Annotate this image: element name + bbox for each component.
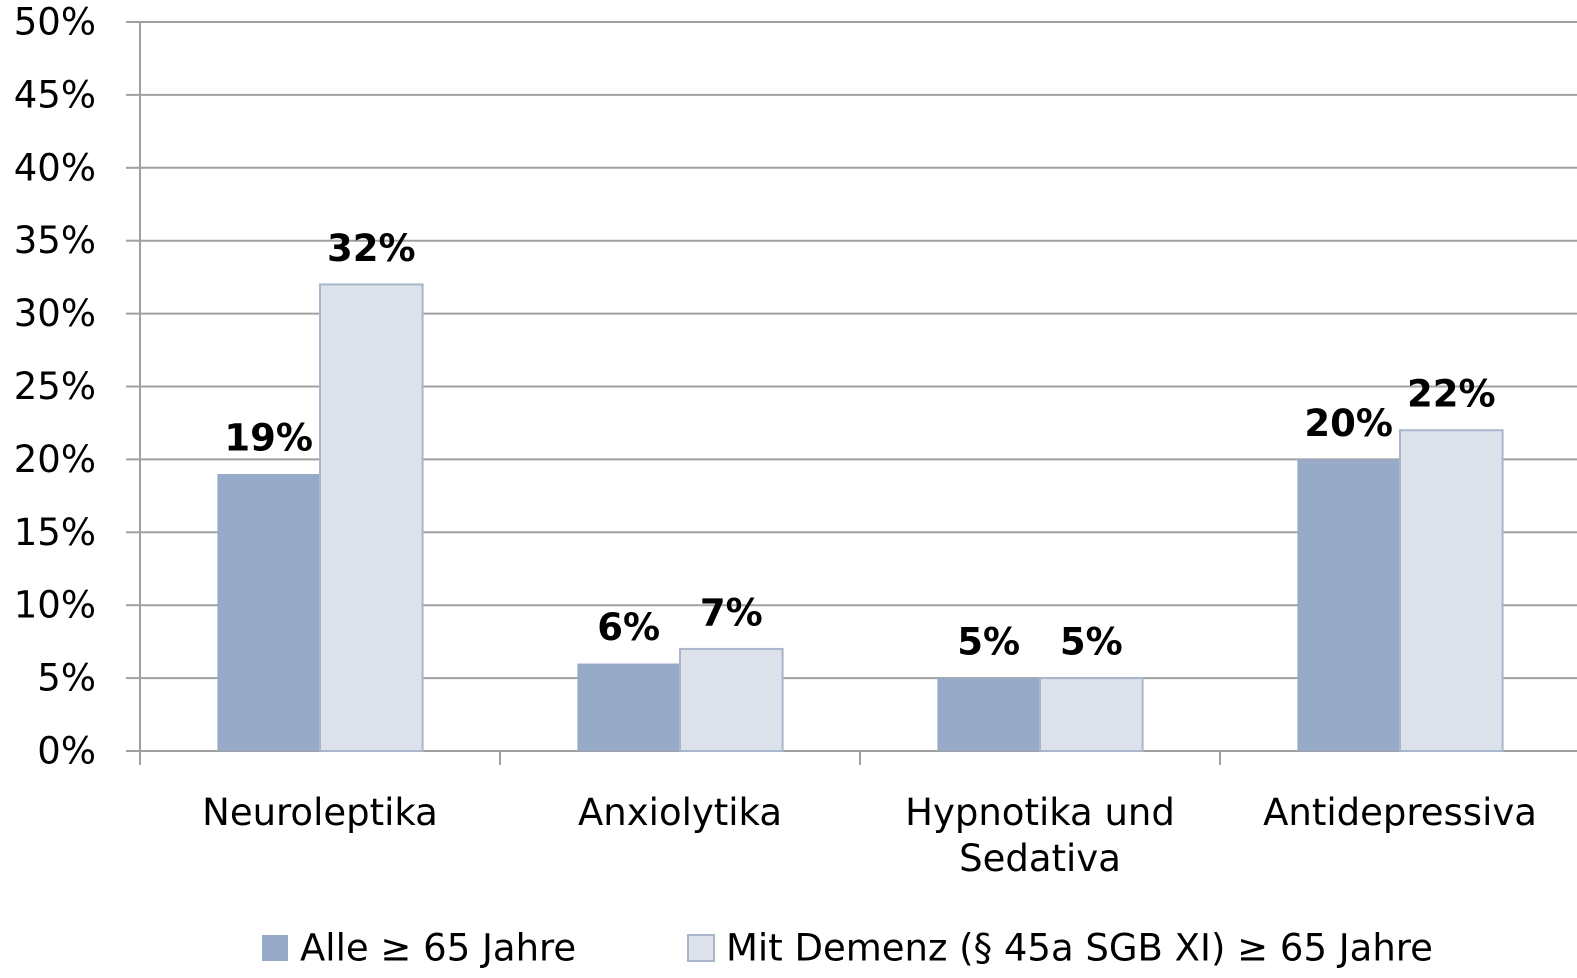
data-label: 19% bbox=[224, 416, 313, 459]
x-tick-label: Antidepressiva bbox=[1263, 791, 1537, 834]
y-tick-label: 5% bbox=[37, 657, 96, 700]
data-label: 6% bbox=[597, 606, 660, 649]
data-label: 32% bbox=[327, 227, 416, 270]
y-tick-label: 10% bbox=[14, 584, 96, 627]
y-tick-label: 50% bbox=[14, 1, 96, 44]
y-tick-label: 45% bbox=[14, 73, 96, 116]
data-label: 22% bbox=[1407, 373, 1496, 416]
bar bbox=[679, 647, 784, 752]
legend-label: Alle ≥ 65 Jahre bbox=[300, 927, 576, 970]
data-label: 20% bbox=[1304, 402, 1393, 445]
data-label: 5% bbox=[1060, 621, 1123, 664]
legend-swatch bbox=[262, 935, 288, 961]
bar bbox=[217, 473, 320, 751]
bar bbox=[319, 283, 424, 752]
x-tick-label: Neuroleptika bbox=[202, 791, 438, 834]
bar bbox=[937, 678, 1040, 751]
y-tick-label: 30% bbox=[14, 292, 96, 335]
y-tick-label: 0% bbox=[37, 730, 96, 773]
data-label: 7% bbox=[700, 591, 763, 634]
x-tick-label: Anxiolytika bbox=[578, 791, 782, 834]
bar bbox=[1297, 459, 1400, 751]
data-label: 5% bbox=[957, 621, 1020, 664]
y-tick-label: 20% bbox=[14, 438, 96, 481]
x-tick-label: Hypnotika und Sedativa bbox=[905, 791, 1175, 880]
bar bbox=[577, 663, 680, 751]
legend-label: Mit Demenz (§ 45a SGB XI) ≥ 65 Jahre bbox=[726, 927, 1433, 970]
bar bbox=[1399, 429, 1504, 752]
y-tick-label: 40% bbox=[14, 146, 96, 189]
y-tick-label: 25% bbox=[14, 365, 96, 408]
legend-swatch bbox=[687, 934, 715, 962]
y-tick-label: 35% bbox=[14, 219, 96, 262]
y-tick-label: 15% bbox=[14, 511, 96, 554]
bar bbox=[1039, 677, 1144, 752]
